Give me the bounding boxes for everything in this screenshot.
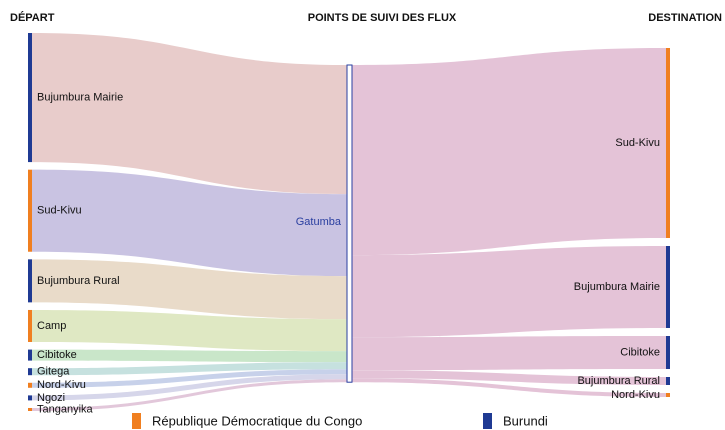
destination-label: Bujumbura Rural [577,375,660,387]
header-right: DESTINATION [648,12,722,24]
hub-node [346,64,353,383]
destination-node [666,336,670,369]
link [352,378,666,397]
legend-label: République Démocratique du Congo [152,413,362,428]
source-node [28,407,32,411]
source-node [28,382,32,388]
source-node [28,259,32,303]
source-label: Bujumbura Mairie [37,91,123,103]
destination-node [666,246,670,328]
link [32,33,347,195]
source-label: Ngozi [37,392,65,404]
source-label: Bujumbura Rural [37,275,120,287]
link [32,259,347,320]
link [32,309,347,352]
link [32,349,347,363]
source-label: Nord-Kivu [37,379,86,391]
link [32,374,347,401]
source-node [28,395,32,401]
link [352,246,666,338]
link [352,48,666,256]
source-label: Camp [37,320,66,332]
destination-label: Cibitoke [620,346,660,358]
header-center: POINTS DE SUIVI DES FLUX [308,12,457,24]
header-left: DÉPART [10,11,55,24]
link [32,169,347,277]
source-label: Tanganyika [37,403,94,415]
destination-label: Sud-Kivu [615,137,660,149]
link [352,336,666,371]
legend-swatch [483,413,492,429]
destination-node [666,377,670,385]
link [32,369,347,388]
source-label: Cibitoke [37,349,77,361]
destination-label: Nord-Kivu [611,389,660,401]
legend-label: Burundi [503,413,548,428]
link [352,370,666,385]
source-label: Gitega [37,366,70,378]
source-node [28,349,32,361]
source-node [28,169,32,252]
link [32,362,347,376]
source-node [28,309,32,342]
source-node [28,368,32,376]
link [32,379,347,411]
destination-label: Bujumbura Mairie [574,281,660,293]
hub-label: Gatumba [296,216,342,228]
source-node [28,33,32,163]
source-label: Sud-Kivu [37,205,82,217]
legend-swatch [132,413,141,429]
links [32,33,666,411]
destination-node [666,393,670,397]
destination-node [666,48,670,238]
